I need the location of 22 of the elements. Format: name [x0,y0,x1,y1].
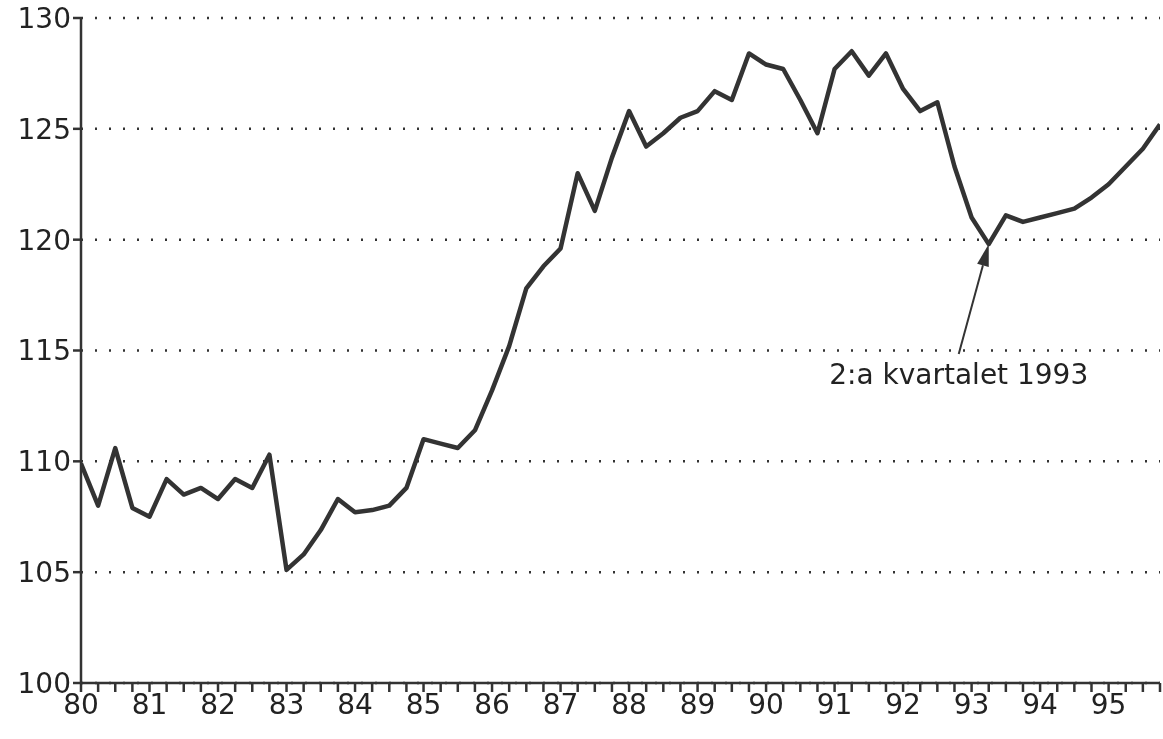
x-tick-label: 93 [953,687,990,721]
x-tick-label: 94 [1022,687,1058,721]
x-tick-label: 95 [1090,687,1127,721]
annotation: 2:a kvartalet 1993 [829,358,1089,392]
y-tick-label: 125 [17,112,71,146]
x-tick-label: 83 [268,687,305,721]
x-tick-label: 88 [611,687,647,721]
x-tick-label: 82 [200,687,236,721]
y-tick-label: 120 [17,223,71,257]
x-tick-label: 81 [131,687,168,721]
x-tick-label: 90 [748,687,784,721]
x-tick-label: 86 [474,687,510,721]
x-tick-label: 91 [816,687,853,721]
x-tick-label: 85 [405,687,442,721]
y-tick-label: 115 [17,334,71,368]
y-tick-label: 130 [17,1,71,35]
x-tick-label: 89 [679,687,716,721]
x-tick-label: 92 [885,687,921,721]
x-tick-label: 87 [542,687,579,721]
y-tick-label: 105 [17,556,71,590]
x-tick-label: 84 [337,687,373,721]
y-tick-label: 110 [17,445,71,479]
